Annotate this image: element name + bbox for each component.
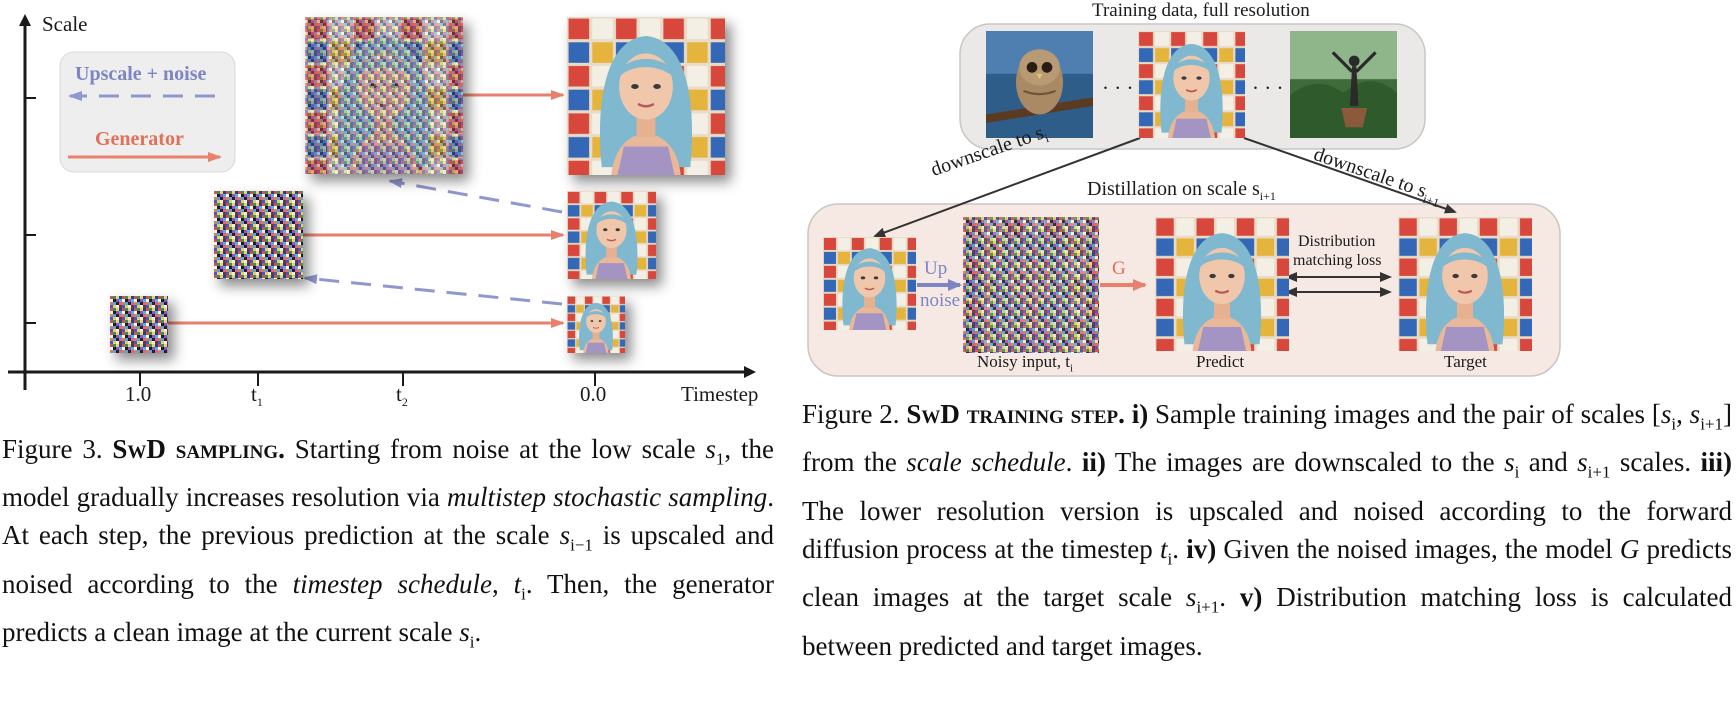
dm-loss-label-2: matching loss (1293, 252, 1382, 269)
target-image (1398, 217, 1532, 351)
figure2-caption: Figure 2. SwD training step. i) Sample t… (802, 399, 1733, 661)
training-portrait (1138, 31, 1245, 138)
noise-medium (214, 191, 303, 279)
predict-label: Predict (1196, 352, 1245, 371)
upscale-arrow (388, 178, 563, 214)
x-tick-label: 1.0 (125, 382, 152, 406)
caption-title: SwD training step. (906, 399, 1125, 429)
noise-small (110, 296, 168, 353)
noisy-input-image (963, 217, 1099, 353)
owl-image (986, 31, 1093, 138)
distillation-title: Distillation on scale si+1 (1087, 178, 1276, 203)
clean-portrait-medium (567, 191, 656, 279)
x-tick-label: t1 (251, 382, 263, 410)
statue-image (1290, 31, 1397, 138)
upscale-arrow (303, 274, 563, 306)
x-tick-label: t2 (396, 382, 408, 410)
clean-portrait-large (567, 17, 725, 175)
dots-right: · · · (1252, 76, 1284, 100)
x-axis-label: Timestep (681, 382, 759, 406)
noisy-input-label: Noisy input, ti (977, 352, 1074, 375)
predict-image (1155, 217, 1289, 351)
dots-left: · · · (1102, 76, 1134, 100)
dm-loss-label-1: Distribution (1298, 233, 1376, 250)
up-label: Up (924, 258, 948, 279)
clean-portrait-small (567, 296, 625, 353)
downscaled-si (823, 237, 916, 330)
x-tick-label: 0.0 (580, 382, 607, 406)
target-label: Target (1444, 352, 1487, 371)
g-label: G (1112, 258, 1126, 279)
noise-label: noise (920, 290, 961, 311)
noisy-portrait-large (305, 17, 463, 174)
training-data-title: Training data, full resolution (1092, 0, 1310, 21)
legend-box (59, 51, 236, 173)
fig3-diagram (8, 14, 756, 390)
caption-title: SwD sampling. (112, 434, 285, 464)
legend-upscale-label: Upscale + noise (75, 63, 207, 85)
y-axis-label: Scale (42, 12, 88, 36)
figure3-caption: Figure 3. SwD sampling. Starting from no… (2, 434, 775, 652)
legend-generator-label: Generator (95, 128, 184, 150)
